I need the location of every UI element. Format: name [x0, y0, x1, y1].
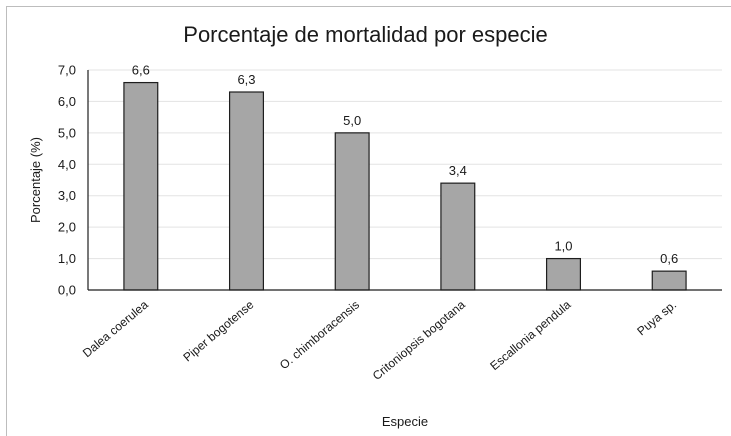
y-tick-label: 7,0	[58, 63, 76, 78]
data-label: 5,0	[343, 113, 361, 128]
y-axis-title: Porcentaje (%)	[28, 137, 43, 223]
data-label: 6,3	[237, 72, 255, 87]
data-label: 3,4	[449, 163, 467, 178]
x-tick-label: Escallonia pendula	[487, 297, 573, 373]
bar	[123, 81, 159, 291]
bar	[228, 91, 265, 291]
x-tick-label: Dalea coerulea	[80, 297, 151, 360]
bars	[123, 81, 687, 291]
y-tick-label: 5,0	[58, 125, 76, 140]
data-label: 0,6	[660, 251, 678, 266]
x-tick-label: Critoniopsis bogotana	[370, 297, 468, 383]
bar	[440, 182, 476, 291]
x-tick-label: Piper bogotense	[180, 297, 256, 364]
axes	[87, 70, 722, 291]
data-label: 1,0	[554, 239, 572, 254]
y-tick-label: 2,0	[58, 220, 76, 235]
x-tick-label: Puya sp.	[634, 298, 679, 339]
y-tick-label: 1,0	[58, 251, 76, 266]
bar	[334, 132, 370, 291]
y-tick-label: 4,0	[58, 157, 76, 172]
gridlines	[88, 69, 722, 260]
x-axis-title: Especie	[382, 414, 428, 429]
y-tick-label: 3,0	[58, 188, 76, 203]
y-tick-label: 6,0	[58, 94, 76, 109]
chart-title: Porcentaje de mortalidad por especie	[183, 22, 548, 47]
y-tick-label: 0,0	[58, 283, 76, 298]
chart-frame	[6, 6, 731, 436]
bar	[651, 270, 687, 291]
data-label: 6,6	[132, 63, 150, 78]
x-tick-label: O. chimboracensis	[277, 298, 362, 373]
bar	[545, 257, 582, 291]
